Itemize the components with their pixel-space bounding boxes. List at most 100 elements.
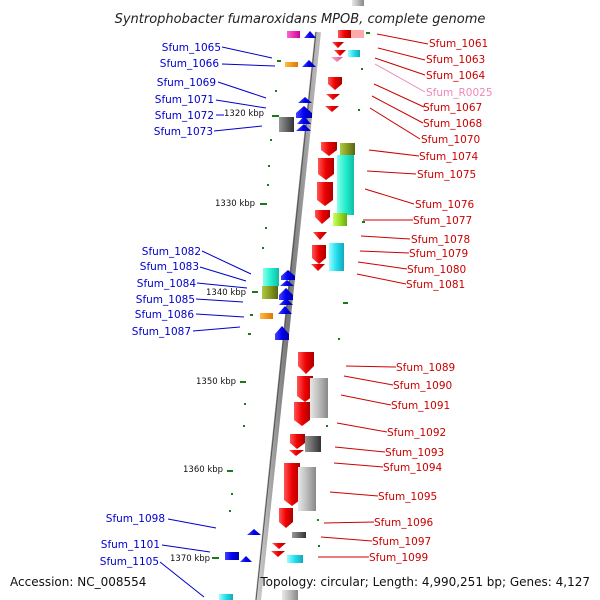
kbp-label: 1360 kbp (183, 465, 223, 475)
gene-label-right[interactable]: Sfum_1077 (413, 215, 472, 227)
gene-arrow-red (271, 551, 285, 557)
gene-block-gray (298, 467, 316, 511)
gene-label-right[interactable]: Sfum_1097 (372, 536, 431, 548)
gene-label-right[interactable]: Sfum_1074 (419, 151, 479, 163)
gene-arrow-red (272, 543, 286, 549)
right-leader-lines (318, 33, 429, 558)
gene-block-magenta (287, 31, 300, 38)
gene-label-right[interactable]: Sfum_1068 (423, 118, 482, 130)
gene-arrow-blue (279, 298, 293, 305)
gene-arrow-red (284, 463, 300, 506)
gene-arrow-blue (279, 288, 293, 300)
gene-arrow-red (313, 232, 327, 240)
gene-label-left[interactable]: Sfum_1073 (154, 126, 213, 138)
right-gene-labels: Sfum_1061 Sfum_1063 Sfum_1064 Sfum_R0025… (369, 38, 493, 564)
gene-label-left[interactable]: Sfum_1085 (136, 294, 195, 306)
gene-arrow-red (297, 376, 313, 402)
gene-arrow-blue (240, 556, 252, 562)
gene-label-right[interactable]: Sfum_1078 (411, 234, 470, 246)
gene-arrow-red (332, 42, 344, 48)
gene-arrow-red (312, 245, 326, 264)
gene-block-olive (340, 143, 355, 155)
gene-arrow-red (279, 508, 293, 528)
gene-arrow-red (328, 77, 342, 90)
accession-text: Accession: NC_008554 (10, 575, 146, 589)
gene-block-cyan (287, 555, 303, 563)
gene-label-left[interactable]: Sfum_1086 (135, 309, 195, 321)
gene-label-right[interactable]: Sfum_1091 (391, 400, 450, 412)
gene-arrow-blue (297, 116, 311, 124)
kbp-label: 1370 kbp (170, 554, 210, 564)
gene-block-gray (310, 378, 328, 418)
gene-arrow-blue (280, 280, 294, 286)
gene-label-left[interactable]: Sfum_1071 (155, 94, 214, 106)
gene-label-right[interactable]: Sfum_1076 (415, 199, 475, 211)
gene-arrow-blue (247, 529, 261, 535)
gene-arrow-blue (298, 97, 312, 103)
gene-arrow-blue (296, 106, 312, 118)
gene-label-right[interactable]: Sfum_1093 (385, 447, 444, 459)
gene-label-left[interactable]: Sfum_1069 (157, 77, 216, 89)
gene-arrow-blue (281, 270, 295, 280)
gene-block-top-pink (351, 30, 364, 38)
topology-text: Topology: circular; Length: 4,990,251 bp… (259, 575, 590, 589)
gene-arrow-red (334, 50, 346, 56)
gene-label-right[interactable]: Sfum_1064 (426, 70, 486, 82)
kbp-label: 1350 kbp (196, 377, 236, 387)
gene-label-right[interactable]: Sfum_1092 (387, 427, 446, 439)
gene-arrow-red (290, 434, 305, 449)
gene-label-left[interactable]: Sfum_1084 (137, 278, 197, 290)
gene-label-right[interactable]: Sfum_1080 (407, 264, 466, 276)
gene-block-dgray (305, 436, 321, 452)
gene-label-right[interactable]: Sfum_1081 (406, 279, 465, 291)
gene-arrow-red (315, 210, 330, 224)
scale-ticks (212, 32, 370, 559)
gene-label-left[interactable]: Sfum_1083 (140, 261, 199, 273)
gene-label-right[interactable]: Sfum_1090 (393, 380, 452, 392)
gene-label-right[interactable]: Sfum_1099 (369, 552, 428, 564)
kbp-label: 1320 kbp (224, 109, 264, 119)
gene-arrow-blue (278, 306, 292, 314)
left-leader-lines (159, 46, 276, 598)
gene-arrow-red (289, 450, 304, 456)
gene-label-rna[interactable]: Sfum_R0025 (426, 87, 493, 99)
gene-label-left[interactable]: Sfum_1066 (160, 58, 220, 70)
gene-label-left[interactable]: Sfum_1101 (101, 539, 160, 551)
gene-label-right[interactable]: Sfum_1067 (423, 102, 482, 114)
gene-label-left[interactable]: Sfum_1098 (106, 513, 165, 525)
gene-arrow-pink (331, 57, 343, 62)
gene-block-cyan (329, 243, 344, 271)
gene-label-right[interactable]: Sfum_1095 (378, 491, 437, 503)
gene-arrow-red (325, 106, 339, 112)
gene-block-olive (262, 286, 278, 299)
gene-label-left[interactable]: Sfum_1087 (132, 326, 191, 338)
gene-block-dgray (292, 532, 306, 538)
gene-block-orange (285, 62, 298, 67)
gene-block-cyan (263, 268, 279, 286)
kbp-label: 1340 kbp (206, 288, 246, 298)
gene-arrow-red (294, 402, 310, 426)
gene-arrow-red (311, 264, 325, 271)
gene-label-right[interactable]: Sfum_1094 (383, 462, 443, 474)
gene-label-left[interactable]: Sfum_1072 (155, 110, 214, 122)
gene-label-right[interactable]: Sfum_1061 (429, 38, 488, 50)
gene-arrow-red (326, 94, 340, 100)
gene-block-gray (282, 590, 298, 600)
gene-label-left[interactable]: Sfum_1065 (162, 42, 221, 54)
gene-label-right[interactable]: Sfum_1096 (374, 517, 434, 529)
gene-label-right[interactable]: Sfum_1089 (396, 362, 455, 374)
gene-arrow-blue (296, 124, 311, 131)
gene-arrow-blue (302, 60, 316, 67)
left-gene-labels: Sfum_1065 Sfum_1066 Sfum_1069 Sfum_1071 … (100, 42, 221, 568)
gene-label-right[interactable]: Sfum_1079 (409, 248, 468, 260)
gene-arrow-red (317, 182, 333, 206)
gene-arrow-red (298, 352, 314, 374)
gene-label-right[interactable]: Sfum_1075 (417, 169, 476, 181)
kbp-labels: 1320 kbp 1330 kbp 1340 kbp 1350 kbp 1360… (170, 109, 264, 564)
gene-label-right[interactable]: Sfum_1070 (421, 134, 480, 146)
gene-label-left[interactable]: Sfum_1105 (100, 556, 159, 568)
map-title: Syntrophobacter fumaroxidans MPOB, compl… (115, 12, 486, 27)
gene-label-right[interactable]: Sfum_1063 (426, 54, 485, 66)
gene-label-left[interactable]: Sfum_1082 (142, 246, 201, 258)
